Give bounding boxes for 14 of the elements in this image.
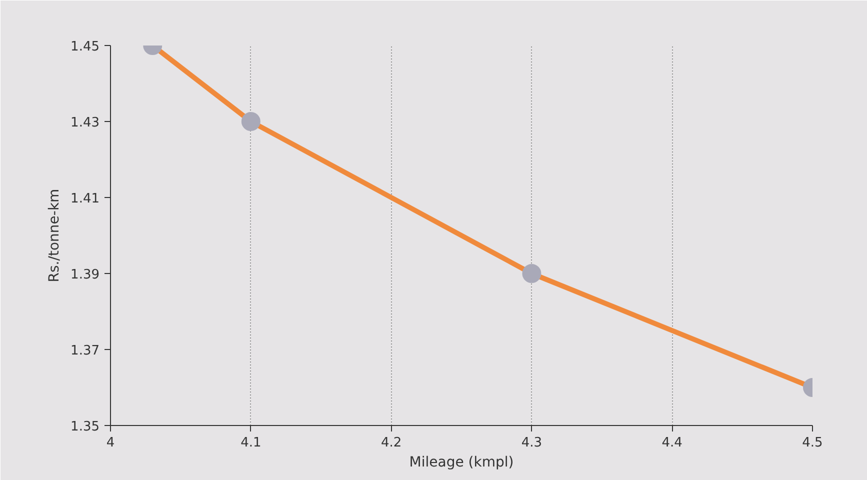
y-tick-label: 1.35 — [70, 420, 100, 434]
y-tick-label: 1.45 — [70, 40, 100, 54]
x-tick-label: 4.4 — [662, 436, 682, 450]
x-tick-label: 4.1 — [240, 436, 262, 450]
y-tick-label: 1.39 — [70, 268, 100, 282]
x-tick-label: 4.2 — [380, 436, 402, 450]
y-tick-label: 1.37 — [70, 344, 100, 358]
x-tick-label: 4.3 — [521, 436, 542, 450]
y-tick-label: 1.41 — [70, 192, 100, 206]
y-tick-label: 1.43 — [70, 116, 100, 130]
x-axis-title: Mileage (kmpl) — [409, 454, 514, 470]
y-axis-title: Rs./tonne-km — [46, 188, 63, 282]
x-tick-label: 4 — [106, 436, 115, 450]
x-tick-label: 4.5 — [802, 436, 823, 450]
